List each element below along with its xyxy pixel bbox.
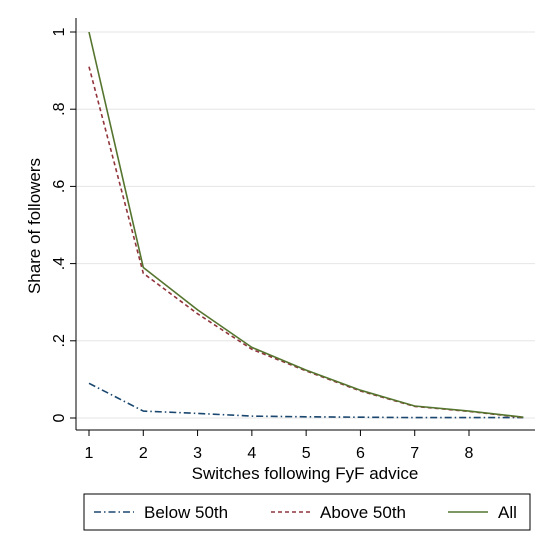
x-tick-label: 1 <box>85 445 94 462</box>
x-tick-label: 6 <box>356 445 365 462</box>
x-tick-label: 2 <box>139 445 148 462</box>
y-tick-label: 1 <box>51 27 68 36</box>
x-tick-label: 3 <box>193 445 202 462</box>
tick-labels: 0 .2 .4 .6 .8 1 1 2 3 4 5 6 7 8 <box>51 27 474 462</box>
x-axis-title: Switches following FyF advice <box>192 464 419 483</box>
x-tick-label: 7 <box>410 445 419 462</box>
legend-label-0: Below 50th <box>144 503 228 522</box>
gridlines <box>76 31 535 419</box>
y-axis-title: Share of followers <box>25 158 44 294</box>
series-layer <box>88 31 524 419</box>
legend: Below 50th Above 50th All <box>83 493 531 531</box>
x-tick-label: 5 <box>302 445 311 462</box>
y-tick-label: .8 <box>51 102 68 115</box>
series-line-0 <box>88 382 524 419</box>
y-tick-label: .2 <box>51 334 68 347</box>
legend-label-1: Above 50th <box>320 503 406 522</box>
y-tick-label: .6 <box>51 180 68 193</box>
y-tick-label: .4 <box>51 257 68 270</box>
x-tick-label: 8 <box>465 445 474 462</box>
legend-label-2: All <box>498 503 517 522</box>
axes <box>70 18 535 436</box>
y-tick-label: 0 <box>51 413 68 422</box>
x-tick-label: 4 <box>247 445 256 462</box>
series-line-2 <box>88 31 524 418</box>
